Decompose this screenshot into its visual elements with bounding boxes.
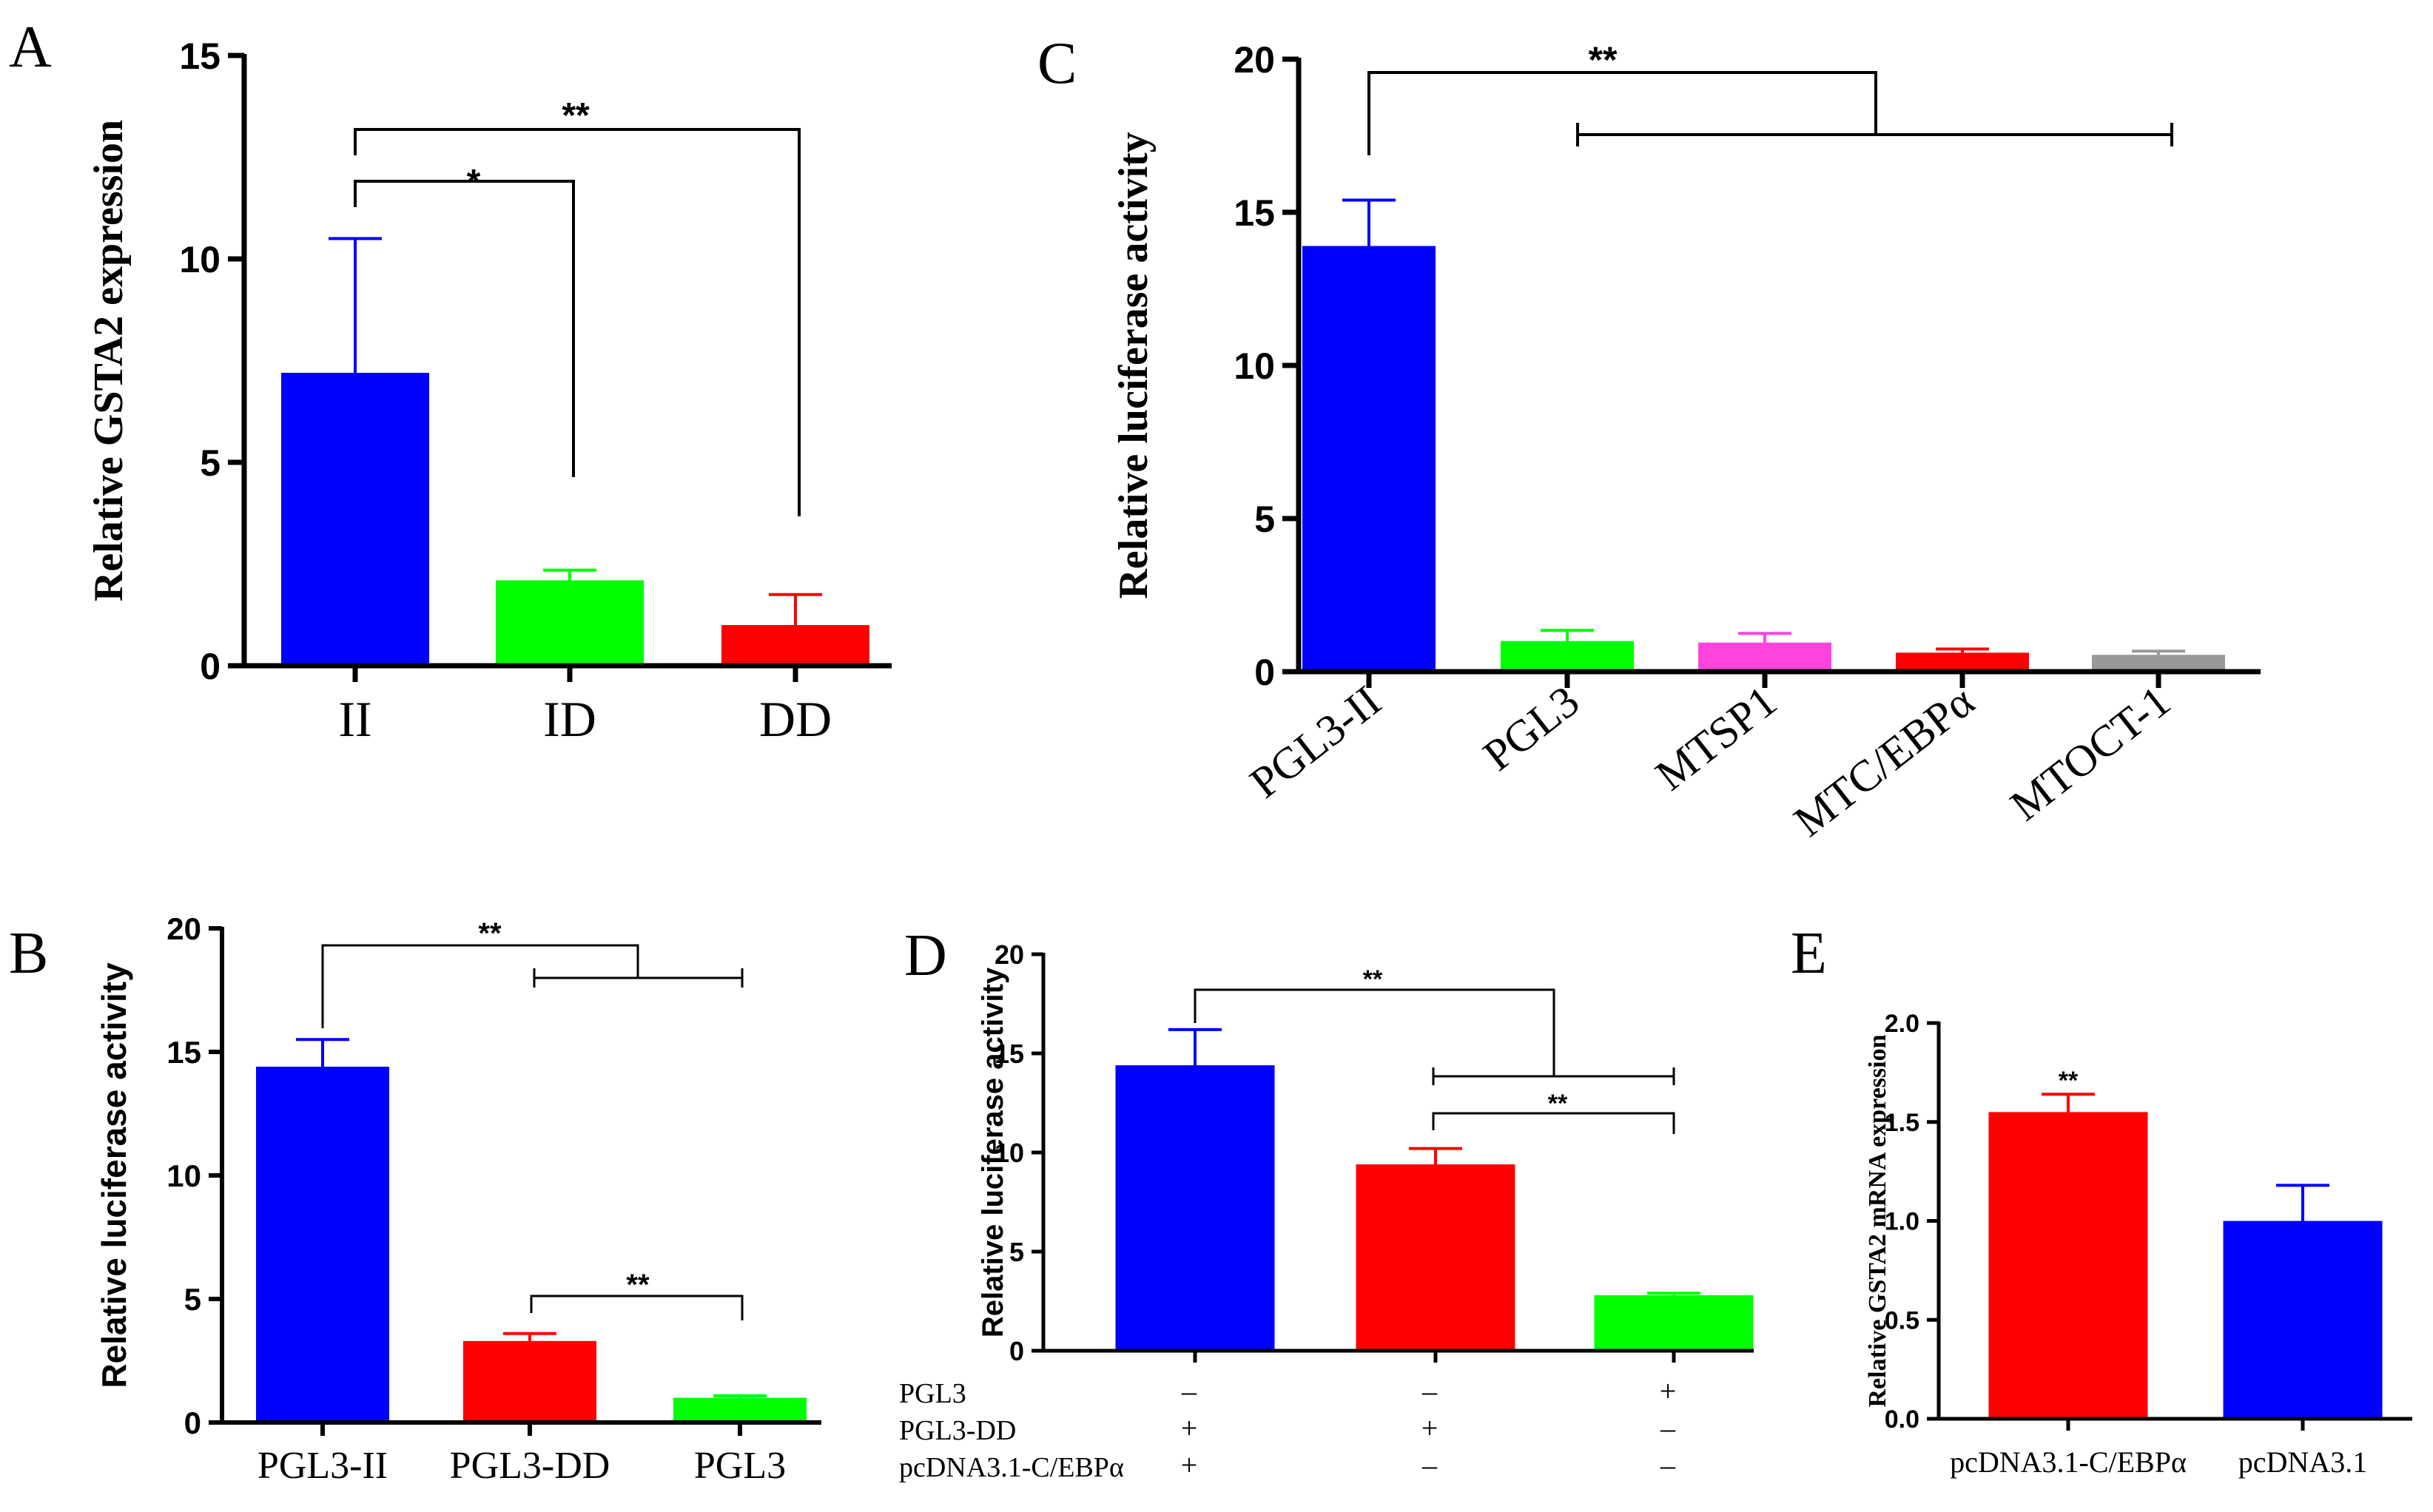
condition-mark: – [1660,1448,1676,1482]
y-tick-label: 0 [1254,652,1275,693]
x-tick-label: MTOCT-1 [2002,676,2179,830]
y-tick-label: 15 [179,36,221,77]
y-tick-label: 5 [1009,1237,1024,1267]
y-tick-label: 0.0 [1885,1405,1919,1434]
y-tick-label: 20 [1234,39,1275,81]
y-tick-label: 2.0 [1885,1010,1919,1038]
bar [2223,1221,2383,1419]
condition-mark: – [1421,1374,1438,1408]
bar [496,580,644,666]
y-tick-label: 10 [166,1158,201,1193]
significance-label: ** [1589,39,1618,81]
bar [1988,1112,2148,1419]
bar [281,373,429,666]
condition-label: pcDNA3.1-C/EBPα [899,1452,1124,1483]
y-tick-label: 10 [995,1138,1024,1168]
significance-bracket [321,944,639,1028]
x-tick-label: PGL3-II [258,1445,388,1487]
x-tick-label: II [338,691,371,747]
panel-c: C 0 5 10 15 20 Relative luciferase activity PGL… [1037,31,2261,846]
y-axis-label: Relative luciferase activity [95,962,133,1388]
condition-mark: + [1181,1448,1198,1482]
panel-letter: E [1791,921,1827,986]
y-tick-label: 10 [1234,345,1275,387]
y-tick-label: 1.5 [1885,1109,1919,1137]
significance-bracket [1367,71,1877,155]
y-tick-label: 0 [200,646,221,687]
y-tick-label: 0 [184,1405,201,1440]
y-tick-label: 5 [200,442,221,484]
x-tick-label: MTC/EBPα [1785,676,1983,846]
y-tick-label: 0.5 [1885,1306,1919,1334]
x-tick-label: PGL3 [694,1445,786,1487]
bar [1302,246,1436,672]
significance-bracket [354,180,575,477]
y-axis-label: Relative luciferase activity [977,967,1009,1337]
y-tick-label: 1.0 [1885,1208,1919,1236]
significance-label: * [467,163,481,202]
bar [673,1397,807,1422]
y-tick-label: 10 [179,239,221,280]
condition-mark: + [1660,1374,1677,1408]
y-axis-label: Relative GSTA2 mRNA expression [1864,1034,1891,1407]
x-tick-label: ID [543,691,596,747]
panel-b: B 0 5 10 15 20 Relative luciferase activity PGL… [9,911,821,1487]
y-tick-label: 5 [1254,499,1275,540]
x-tick-label: pcDNA3.1-C/EBPα [1950,1445,2187,1479]
y-axis-label: Relative GSTA2 expression [86,120,132,601]
y-tick-label: 15 [1234,192,1275,234]
significance-label: ** [562,96,590,135]
significance-bracket [530,1295,744,1320]
significance-label: ** [478,917,502,950]
significance-bracket [1432,1112,1675,1134]
bar [721,625,869,666]
bar [463,1340,596,1422]
bar [1501,641,1634,672]
y-tick-label: 20 [995,939,1024,970]
significance-label: ** [1548,1090,1568,1118]
condition-mark: – [1181,1374,1197,1408]
significance-bracket [1194,988,1555,1076]
bar [1115,1065,1275,1351]
bar [256,1067,389,1422]
panel-letter: B [9,921,48,986]
panel-letter: C [1037,31,1077,96]
panel-letter: A [9,15,52,80]
x-tick-label: DD [759,691,832,747]
significance-label: ** [2059,1067,2079,1095]
y-tick-label: 0 [1009,1336,1024,1366]
panel-letter: D [904,923,947,988]
bar [1356,1164,1515,1351]
significance-label: ** [1363,965,1383,993]
significance-label: ** [626,1269,650,1301]
y-tick-label: 15 [995,1039,1024,1069]
condition-mark: + [1181,1411,1198,1445]
significance-bracket [354,128,801,516]
condition-label: PGL3 [899,1378,966,1409]
y-tick-label: 15 [166,1035,201,1070]
x-tick-label: PGL3-DD [450,1445,610,1487]
x-tick-label: PGL3-II [1241,676,1390,807]
y-axis-label: Relative luciferase activity [1111,132,1157,598]
x-tick-label: pcDNA3.1 [2238,1445,2367,1479]
bar [1594,1295,1754,1351]
x-tick-label: PGL3 [1474,676,1588,780]
bar [1698,642,1831,672]
bar [2092,655,2225,672]
condition-mark: – [1660,1411,1676,1445]
y-tick-label: 5 [184,1282,201,1317]
bar [1896,652,2029,672]
x-tick-label: MTSP1 [1646,676,1786,800]
y-tick-label: 20 [166,911,201,946]
condition-mark: + [1421,1411,1438,1445]
condition-label: PGL3-DD [899,1415,1016,1446]
condition-mark: – [1421,1448,1438,1482]
